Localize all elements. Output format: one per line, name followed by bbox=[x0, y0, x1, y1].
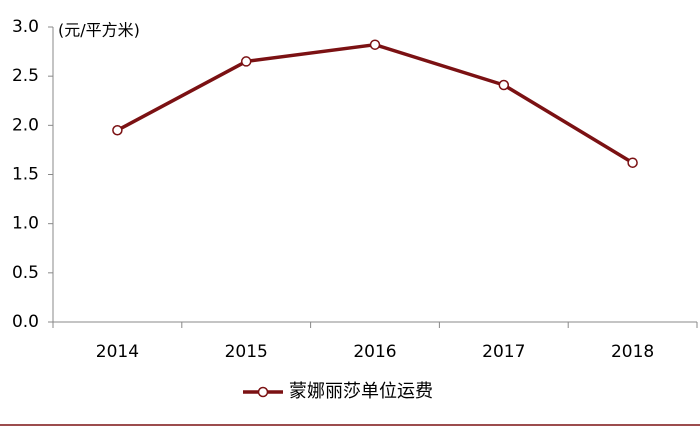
point bbox=[112, 125, 123, 136]
y-tick-label: 3.0 bbox=[12, 17, 39, 37]
point bbox=[498, 79, 510, 91]
legend-marker bbox=[257, 386, 269, 398]
y-tick-label: 0.5 bbox=[12, 263, 39, 283]
x-tick-label: 2017 bbox=[482, 342, 525, 362]
y-tick-label: 2.5 bbox=[12, 66, 39, 86]
point bbox=[240, 56, 252, 67]
x-tick-label: 2014 bbox=[96, 342, 139, 362]
x-tick-label: 2016 bbox=[353, 342, 396, 362]
line-series bbox=[116, 42, 634, 165]
point bbox=[627, 157, 638, 168]
point bbox=[369, 39, 381, 50]
y-tick-label: 1.0 bbox=[12, 214, 39, 234]
x-tick-label: 2018 bbox=[611, 342, 654, 362]
y-tick-label: 2.0 bbox=[12, 115, 39, 135]
y-tick-label: 0.0 bbox=[12, 312, 39, 332]
x-tick-label: 2015 bbox=[225, 342, 268, 362]
y-axis-label: (元/平方米) bbox=[58, 21, 140, 40]
legend-label: 蒙娜丽莎单位运费 bbox=[289, 381, 433, 402]
y-tick-label: 1.5 bbox=[12, 165, 39, 185]
